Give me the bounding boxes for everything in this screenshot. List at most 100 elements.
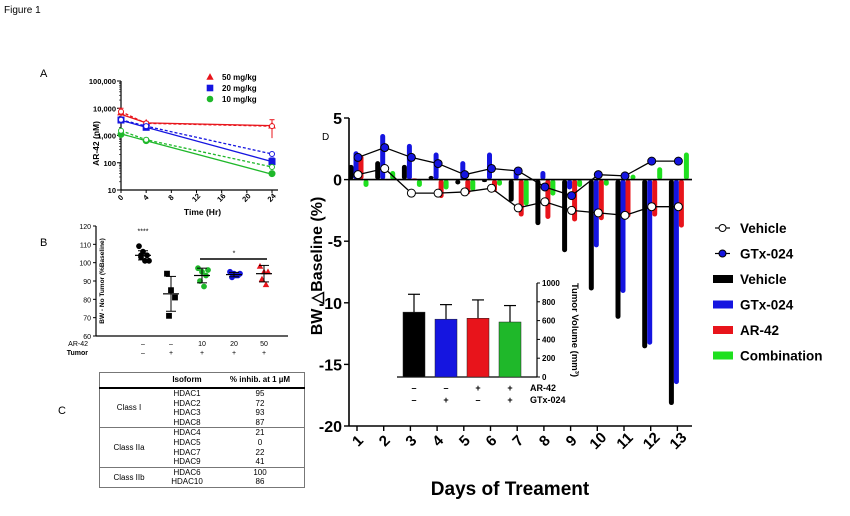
table-cell: HDAC5 <box>173 437 201 447</box>
y-tick-label: 80 <box>83 297 91 304</box>
bar-vehicle <box>615 179 621 319</box>
bar-combination <box>683 152 689 180</box>
y-tick-label: 100,000 <box>89 77 116 86</box>
panel-d-label: D <box>322 132 330 143</box>
table-header <box>99 372 158 389</box>
filled-circle-point <box>460 170 470 180</box>
x-tick-label: 12 <box>640 429 664 453</box>
table-cell: 0 <box>257 437 263 447</box>
inset-bar <box>402 311 426 378</box>
bar-combination <box>363 179 369 187</box>
inset-y-tick-label: 800 <box>542 298 556 307</box>
bar-combination <box>497 179 502 186</box>
bar-combination <box>657 167 663 180</box>
x-tick-label: 11 <box>613 429 636 452</box>
ar42-label: 20 <box>230 341 238 348</box>
table-cell: HDAC4 <box>173 428 201 438</box>
y-tick-label: 5 <box>333 111 342 128</box>
legend-swatch <box>713 351 733 360</box>
data-point-open <box>143 123 150 130</box>
inset-bar <box>466 318 490 378</box>
table-row: Class IIb HDAC6 100 <box>99 467 305 488</box>
open-circle-point <box>353 170 363 180</box>
legend-label: Combination <box>740 349 823 364</box>
open-circle-point <box>673 202 683 212</box>
x-tick-label: 13 <box>667 429 691 453</box>
tumor-label: + <box>169 350 173 357</box>
inset-y-tick-label: 600 <box>542 317 556 326</box>
bar-vehicle <box>588 179 594 291</box>
x-tick-label: 7 <box>509 432 527 450</box>
open-circle-point <box>513 203 523 213</box>
inset-gtx-sign: + <box>507 395 512 405</box>
inset-ar42-sign: + <box>507 383 512 393</box>
filled-circle-point <box>353 152 363 162</box>
data-point <box>268 170 276 178</box>
table-header: % inhib. at 1 µM <box>216 372 305 389</box>
inset-gtx-sign: – <box>411 395 416 405</box>
legend-label: GTx-024 <box>740 298 794 313</box>
tumor-label: + <box>232 350 236 357</box>
table-cell: HDAC9 <box>158 457 216 468</box>
inset-y-tick-label: 0 <box>542 373 547 382</box>
significance-annotation: * <box>233 250 236 257</box>
data-point-open <box>143 136 150 143</box>
y-tick-label: 110 <box>80 242 91 249</box>
x-tick-label: 10 <box>586 429 610 453</box>
table-row: HDAC3 93 <box>100 408 305 418</box>
bar-gtx-024 <box>406 143 412 180</box>
inset-ar42-sign: – <box>443 383 448 393</box>
y-tick-label: 100 <box>103 159 116 168</box>
x-tick-label: 9 <box>563 432 581 450</box>
bar-vehicle <box>348 164 354 180</box>
panel-b-chart: 60 70 80 90 100 110 120 BW - No Tumor (%Baselin… <box>67 224 288 357</box>
y-tick-label: 70 <box>83 316 91 323</box>
table-cell: 22 <box>255 447 265 457</box>
table-cell: HDAC7 <box>173 447 201 457</box>
table-cell: 87 <box>216 417 305 429</box>
panel-a-label: A <box>40 68 48 80</box>
table-row: HDAC10 86 <box>100 477 305 488</box>
x-tick-label: 8 <box>536 432 554 450</box>
bar-combination <box>577 179 583 187</box>
data-point-open <box>269 163 275 170</box>
inset-y-tick-label: 1000 <box>542 279 560 288</box>
data-point <box>166 312 172 319</box>
tumor-label: + <box>262 350 266 357</box>
table-cell: HDAC10 <box>158 477 216 488</box>
bar-gtx-024 <box>673 179 679 385</box>
ar42-label: – <box>169 341 173 348</box>
legend-swatch <box>713 300 733 309</box>
table-cell: 86 <box>216 477 305 488</box>
legend-marker <box>718 249 727 258</box>
legend-marker <box>718 224 727 232</box>
row-label-ar42: AR-42 <box>68 341 88 348</box>
ar42-label: – <box>141 341 145 348</box>
inset-y-axis-label: Tumor Volume (mm³) <box>569 283 580 377</box>
table-row: HDAC7 22 <box>100 448 305 458</box>
legend-label: Vehicle <box>740 272 787 287</box>
open-circle-point <box>567 205 577 215</box>
bar-vehicle <box>455 179 461 185</box>
legend-label: GTx-024 <box>740 247 794 262</box>
table-cell: 95 <box>255 389 265 398</box>
y-axis-label: BW △Baseline (%) <box>309 197 326 336</box>
filled-circle-point <box>647 156 657 166</box>
bar-combination <box>416 179 422 187</box>
data-point <box>136 243 142 250</box>
y-tick-label: -5 <box>328 234 342 251</box>
y-tick-label: -10 <box>319 296 342 313</box>
legend-label: Vehicle <box>740 221 787 236</box>
bar-combination <box>443 179 449 190</box>
bar-combination <box>470 179 476 191</box>
y-tick-label: 90 <box>83 279 91 286</box>
y-tick-label: 1,000 <box>97 132 116 141</box>
filled-circle-point <box>380 143 390 153</box>
open-circle-point <box>406 188 416 198</box>
filled-circle-point <box>593 170 603 180</box>
x-axis-label: Time (Hr) <box>184 207 221 217</box>
panel-b-label: B <box>40 237 48 249</box>
filled-circle-point <box>406 152 416 162</box>
inset-bar <box>498 321 522 378</box>
panel-c-label: C <box>58 405 66 417</box>
